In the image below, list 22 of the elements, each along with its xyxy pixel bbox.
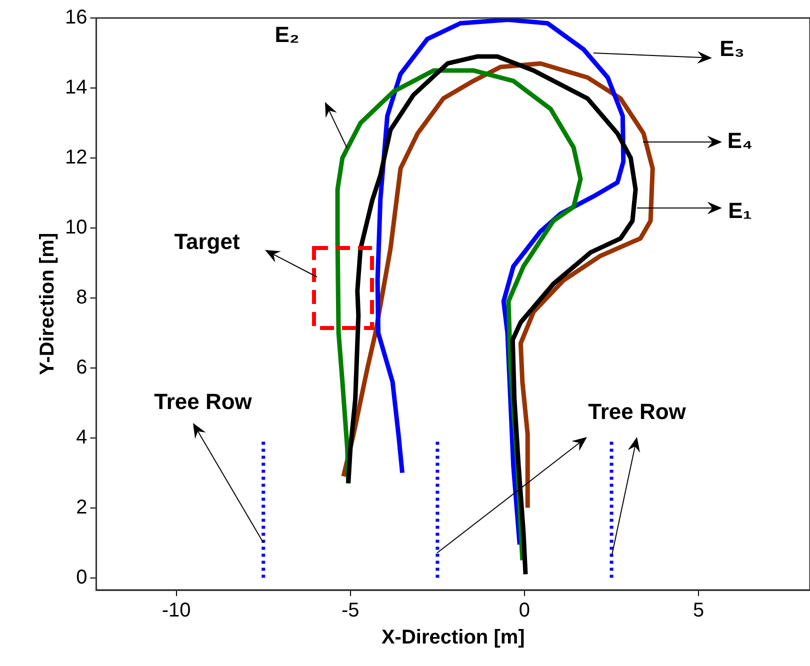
x-tick-label: 5 bbox=[693, 600, 704, 622]
x-axis-title: X-Direction [m] bbox=[381, 626, 525, 649]
y-tick-label: 16 bbox=[64, 6, 88, 29]
y-tick-label: 4 bbox=[76, 426, 88, 448]
x-tick-label: 0 bbox=[518, 600, 530, 622]
y-tick-label: 14 bbox=[64, 76, 88, 98]
annotation: E₁ bbox=[728, 198, 752, 224]
y-tick-label: 10 bbox=[64, 216, 88, 238]
x-tick-label: -5 bbox=[342, 600, 360, 622]
y-tick-label: 0 bbox=[76, 566, 88, 588]
y-axis-title: Y-Direction [m] bbox=[36, 232, 59, 376]
annotation: E₂ bbox=[274, 22, 300, 48]
x-tick-label: -10 bbox=[162, 600, 191, 622]
annotation: E₃ bbox=[720, 36, 744, 62]
y-tick-label: 12 bbox=[64, 146, 88, 168]
annotation: Target bbox=[174, 229, 240, 254]
y-tick-label: 6 bbox=[76, 356, 88, 378]
annotation: Tree Row bbox=[154, 389, 253, 414]
annotation: E₄ bbox=[727, 128, 753, 154]
y-tick-label: 2 bbox=[76, 496, 88, 518]
y-tick-label: 8 bbox=[76, 286, 88, 308]
annotation: Tree Row bbox=[588, 399, 687, 424]
